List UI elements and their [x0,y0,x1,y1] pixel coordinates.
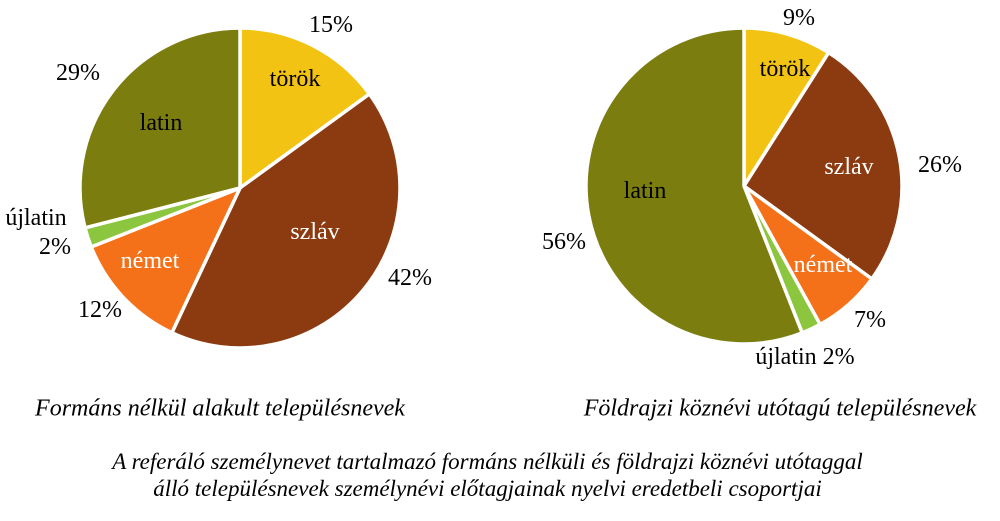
left-pie-caption: Formáns nélkül alakult településnevek [35,395,405,422]
left-pie-percent-szlav: 42% [388,265,432,291]
right-pie-percent-latin: 56% [542,229,586,255]
right-pie-label-nemet: német [793,252,853,278]
right-pie-percent-szlav: 26% [918,152,962,178]
left-pie-label-latin: latin [139,110,183,136]
pie-slice-szláv [742,50,904,281]
pie-slice-szláv [170,92,402,350]
right-pie-percent-torok: 9% [783,5,815,31]
right-pie-caption: Földrajzi köznévi utótagú településnevek [583,395,977,422]
pie-chart-right [584,26,904,346]
left-pie-label-torok: török [269,66,321,92]
pie-slice-latin [584,26,804,346]
left-pie-percent-ujlatin: 2% [39,234,71,260]
left-pie-percent-torok: 15% [309,12,353,38]
figure-caption: A referáló személynevet tartalmazó formá… [0,448,975,502]
pie-slice-német [89,186,242,335]
right-pie-label-latin: latin [623,178,667,204]
left-pie-label-ujlatin: újlatin [5,205,67,231]
left-pie-label-nemet: német [120,248,180,274]
right-pie-label-torok: török [759,56,811,82]
left-pie-label-szlav: szláv [290,219,340,245]
pie-chart-left [78,26,402,350]
right-pie-percent-nemet: 7% [854,307,886,333]
pie-slice-török [238,26,372,190]
pie-slice-latin [78,26,242,230]
right-pie-label-szlav: szláv [824,154,874,180]
left-pie-percent-latin: 29% [56,60,100,86]
pie-charts-svg [78,26,904,350]
left-pie-percent-nemet: 12% [78,297,122,323]
figure-caption-line-1: A referáló személynevet tartalmazó formá… [112,449,863,474]
figure-caption-line-2: álló településnevek személynévi előtagja… [153,476,822,501]
right-pie-label-ujlatin: újlatin 2% [755,344,855,370]
